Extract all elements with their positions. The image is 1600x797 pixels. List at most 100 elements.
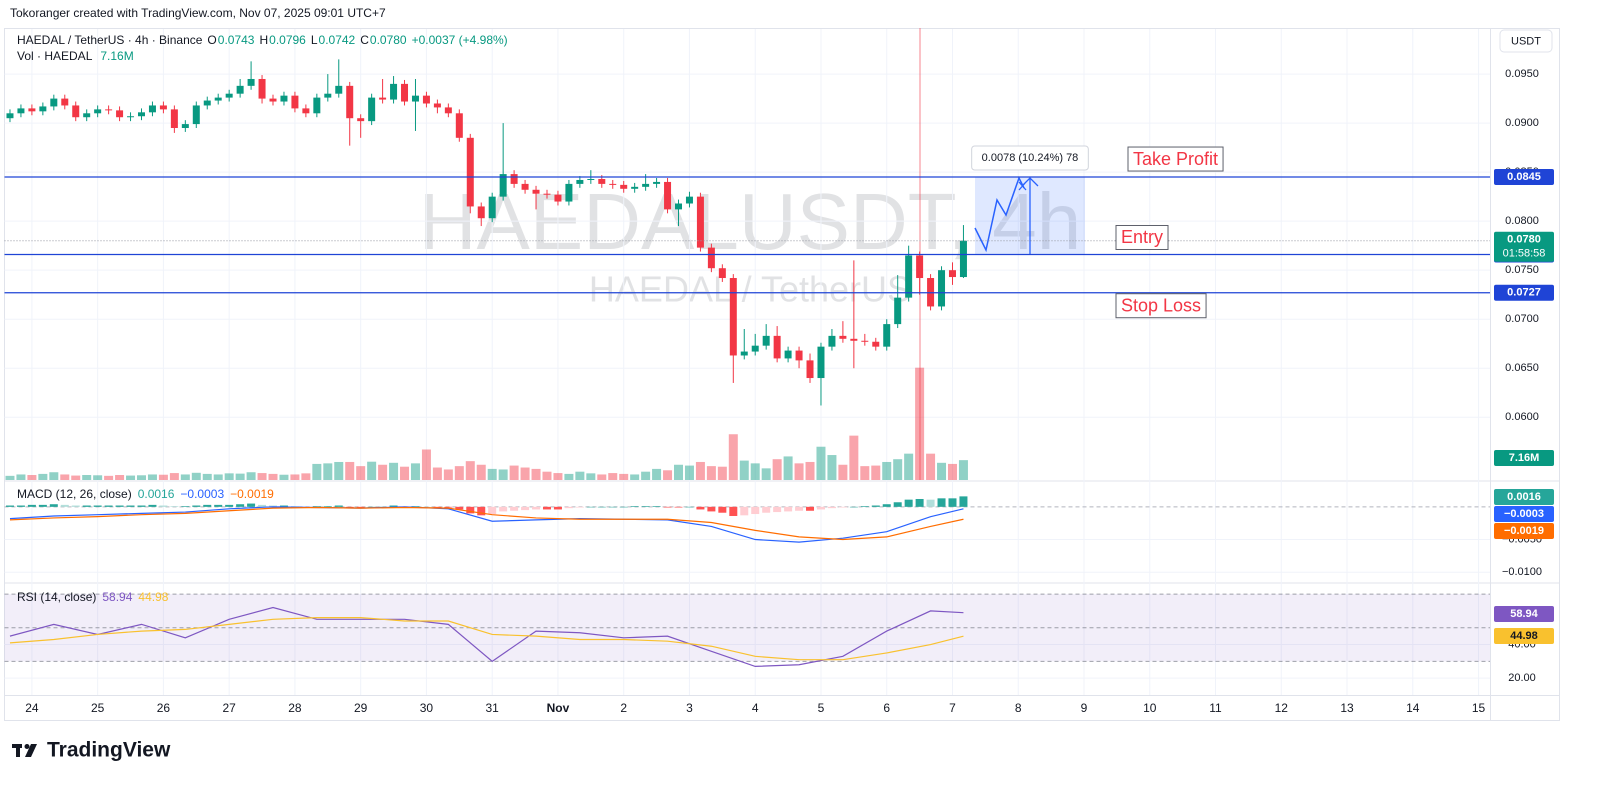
volume-bar <box>783 456 793 480</box>
macd-histogram-bar <box>532 506 541 510</box>
macd-histogram-bar <box>192 505 201 507</box>
price-badge-label: 0.0016 <box>1507 491 1541 503</box>
candle-body <box>598 178 606 184</box>
volume-bar <box>213 474 223 480</box>
currency[interactable]: USDT <box>1511 35 1541 47</box>
macd-histogram-bar <box>126 505 135 507</box>
volume-bar <box>257 473 267 480</box>
volume-bar <box>882 461 892 480</box>
candle-body <box>696 196 704 248</box>
x-tick-label: 25 <box>91 701 105 715</box>
candle-body <box>72 105 80 118</box>
macd-histogram-bar <box>148 504 157 507</box>
candle-body <box>609 183 617 185</box>
candle-body <box>554 194 562 202</box>
candle-body <box>466 137 474 207</box>
macd-histogram-bar <box>444 506 453 508</box>
level-name-box <box>1127 146 1224 172</box>
volume-bar <box>739 460 749 480</box>
macd-histogram-bar <box>225 504 234 507</box>
candle-body <box>50 98 58 107</box>
candle-body <box>707 247 715 269</box>
legend-text: 0.0743 <box>218 33 255 47</box>
macd-line <box>9 506 964 541</box>
candle-body <box>499 174 507 197</box>
volume-bar <box>421 449 431 480</box>
macd-histogram-bar <box>181 506 190 507</box>
volume-bar <box>16 474 26 480</box>
logo-icon <box>24 744 30 749</box>
x-tick-label: 24 <box>25 701 39 715</box>
candle-body <box>685 196 693 204</box>
candle-body <box>576 179 584 184</box>
x-tick-label: 14 <box>1406 701 1420 715</box>
volume-bar <box>246 472 256 480</box>
candle-body <box>214 97 222 101</box>
y-tick-label: 0.0650 <box>1505 362 1539 374</box>
volume-bar <box>542 471 552 480</box>
volume-bar <box>378 464 388 480</box>
volume-bar <box>937 462 947 480</box>
volume-bar <box>717 466 727 480</box>
macd-histogram-bar <box>619 506 628 508</box>
volume-bar <box>652 468 662 480</box>
macd-histogram-bar <box>367 506 376 508</box>
volume-bar <box>706 466 716 480</box>
y-tick-label: 0.0600 <box>1505 411 1539 423</box>
volume-bar <box>191 472 201 480</box>
macd-histogram-bar <box>345 506 354 508</box>
macd-histogram-bar <box>82 505 91 507</box>
volume-bar <box>432 467 442 480</box>
macd-histogram-bar <box>663 506 672 508</box>
volume-bar <box>5 475 15 480</box>
volume-bar <box>838 464 848 480</box>
candle-body <box>751 345 759 352</box>
macd-histogram-bar <box>762 506 771 513</box>
macd-histogram-bar <box>104 505 113 507</box>
candle-body <box>368 97 376 122</box>
candle-body <box>116 110 124 118</box>
volume-badge <box>1494 450 1554 466</box>
volume-bar <box>82 475 92 480</box>
macd-histogram-bar <box>542 506 551 510</box>
candle-body <box>83 113 91 118</box>
volume-bar <box>750 463 760 480</box>
macd-histogram-bar <box>60 504 69 507</box>
price-badge <box>1494 169 1554 186</box>
macd-histogram-bar <box>499 506 508 512</box>
volume-bar <box>126 475 136 480</box>
legend-text: O <box>207 33 216 47</box>
candle-body <box>17 108 25 114</box>
candle-body <box>357 118 365 122</box>
y-tick-label: 0.0950 <box>1505 68 1539 80</box>
volume-bar <box>663 470 673 480</box>
candle-body <box>806 360 814 379</box>
level-name-box <box>1115 293 1207 319</box>
macd-histogram-bar <box>5 505 14 507</box>
rsi-line <box>9 606 964 668</box>
candle-body <box>784 350 792 359</box>
candle-body <box>729 278 737 356</box>
legend-text: 0.0780 <box>370 33 407 47</box>
macd-histogram-bar <box>411 506 420 507</box>
level-name-box <box>1115 224 1169 250</box>
candle-body <box>291 95 299 109</box>
candle-body <box>258 78 266 99</box>
x-tick-label: 30 <box>420 701 434 715</box>
price-badge <box>1494 606 1554 622</box>
y-tick-label: 20.00 <box>1508 672 1536 684</box>
y-tick-label: −0.0100 <box>1502 566 1542 578</box>
currency-box[interactable] <box>1499 29 1553 53</box>
candle-body <box>850 338 858 341</box>
macd-histogram-bar <box>838 506 847 508</box>
legend-text: +0.0037 (+4.98%) <box>412 33 508 47</box>
volume-bar <box>224 473 234 480</box>
candle-body <box>510 174 518 184</box>
legend-text: 0.0742 <box>319 33 356 47</box>
macd-histogram-bar <box>915 498 924 507</box>
volume-bar <box>147 474 157 480</box>
candle-body <box>740 351 748 356</box>
candle-body <box>181 124 189 129</box>
y-tick-label: 0.0700 <box>1505 313 1539 325</box>
